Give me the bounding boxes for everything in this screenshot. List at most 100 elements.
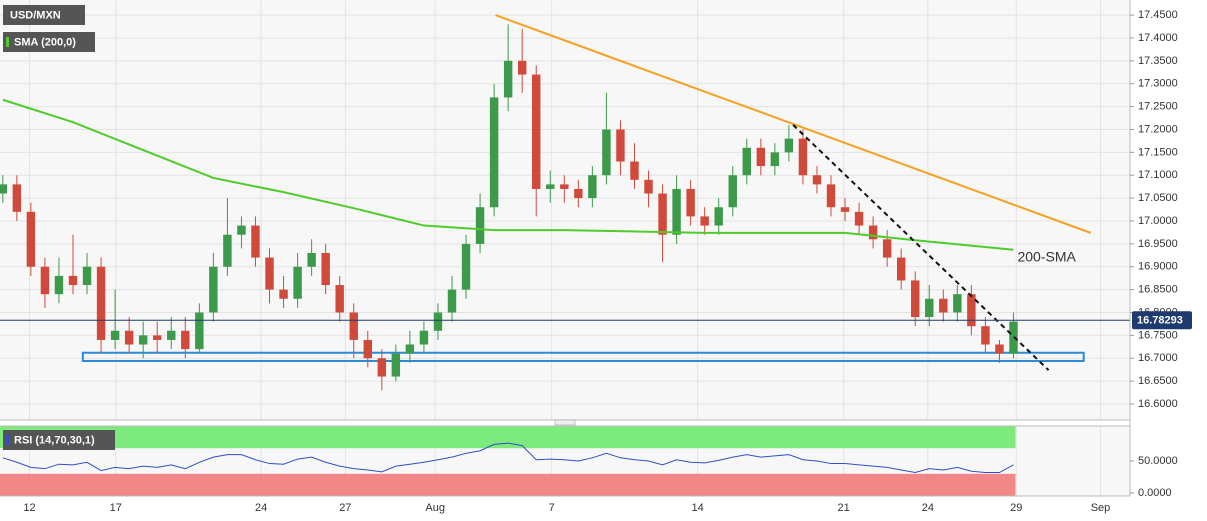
last-price-label: 16.78293 [1137,315,1183,327]
x-tick-label: 24 [922,502,934,514]
candle-body [630,161,639,180]
candle-body [700,216,709,226]
rsi-badge: RSI (14,70,30,1) [3,430,115,450]
candle-body [588,175,597,199]
candle-body [26,211,36,267]
y-tick-label: 17.1500 [1138,146,1178,158]
candle-body [489,97,499,208]
candle-body [405,344,415,354]
candle-body [882,239,892,258]
symbol-badge: USD/MXN [3,5,85,25]
candle-body [574,188,583,199]
y-tick-label: 16.6500 [1138,375,1178,387]
candle-body [223,234,232,267]
candle-body [0,184,8,194]
badge-box [3,5,85,25]
rsi-line [2,442,1014,474]
candle-body [433,312,443,331]
candle-body [68,275,78,286]
rsi-title: RSI (14,70,30,1) [14,434,95,446]
y-tick-label: 17.4000 [1138,32,1178,44]
candle-body [96,266,106,340]
legend-entry: SMA (200,0) [14,36,76,48]
candle-body [391,353,401,377]
x-tick-label: 24 [255,502,267,514]
legend-swatch [6,37,9,47]
candle-body [349,312,358,340]
candle-body [868,225,878,240]
candle-body [209,266,218,313]
y-tick-label: 0.0000 [1138,487,1172,499]
x-tick-label: 12 [23,502,35,514]
candle-body [265,257,274,290]
y-tick-label: 17.4500 [1138,9,1178,21]
candle-body [939,298,948,313]
candle-body [54,275,64,295]
candle-body [138,335,148,345]
x-tick-label: 27 [339,502,351,514]
candle-body [784,138,794,153]
y-tick-label: 16.9000 [1138,261,1178,273]
y-tick-label: 17.3000 [1138,78,1178,90]
candle-body [896,257,906,281]
candle-body [953,294,962,313]
candle-body [12,184,22,212]
candle-body [153,335,162,340]
candle-body [981,326,990,345]
candle-body [124,330,134,345]
candle-body [195,312,204,350]
sma-line [2,98,1014,251]
panel-resize-handle[interactable] [554,419,576,426]
x-tick-label: 21 [838,502,850,514]
plot-background [0,0,1130,420]
candle-body [658,193,667,235]
y-tick-label: 16.7500 [1138,329,1178,341]
x-tick-label: 7 [549,502,555,514]
candle-body [728,175,737,208]
candle-body [644,179,653,194]
candle-body [293,266,302,299]
candle-body [756,147,766,167]
candle-body [798,138,808,176]
candle-body [167,330,176,340]
symbol-title: USD/MXN [10,9,61,21]
x-tick-label: 29 [1010,502,1022,514]
candle-body [447,289,457,313]
candle-body [363,339,372,359]
candle-body [995,344,1004,354]
y-tick-label: 16.6000 [1138,398,1178,410]
y-tick-label: 16.7000 [1138,352,1178,364]
candle-body [503,60,513,98]
candle-body [307,253,316,267]
candle-body [714,207,723,226]
candle-body [546,184,555,189]
candle-body [475,207,485,244]
candle-body [237,225,246,235]
last-price-badge [1132,311,1192,330]
x-tick-label: 14 [692,502,704,514]
candle-body [770,152,780,167]
candle-body [82,266,92,286]
x-tick-label: Sep [1091,502,1111,514]
candle-body [321,253,330,286]
y-tick-label: 50.0000 [1138,455,1178,467]
candle-body [911,280,920,318]
y-tick-label: 17.0500 [1138,192,1178,204]
candle-body [672,188,681,235]
candle-body [616,129,625,162]
y-tick-label: 17.1000 [1138,169,1178,181]
candle-body [840,207,850,212]
candle-body [335,285,344,313]
candle-body [461,243,471,290]
candle-body [40,266,50,295]
candle-body [532,74,541,189]
trend-line [495,14,1092,234]
badge-box [3,32,95,52]
overbought-zone [0,426,1016,449]
candle-body [251,225,260,258]
x-tick-label: 17 [110,502,122,514]
candle-body [110,330,120,340]
support-zone [81,351,1085,362]
candle-body [377,358,387,377]
